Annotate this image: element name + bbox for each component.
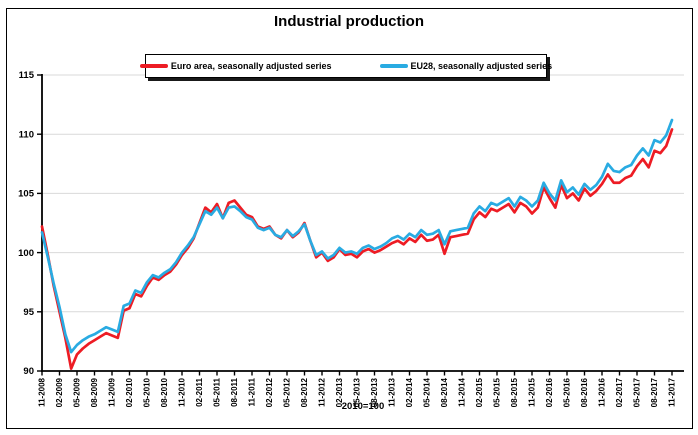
svg-text:02-2016: 02-2016 (545, 377, 554, 407)
svg-text:11-2016: 11-2016 (598, 377, 607, 406)
svg-text:08-2010: 08-2010 (160, 377, 169, 407)
svg-text:08-2013: 08-2013 (370, 377, 379, 407)
legend-item-euro-area: Euro area, seasonally adjusted series (139, 61, 332, 71)
svg-text:11-2010: 11-2010 (178, 377, 187, 406)
svg-text:95: 95 (23, 307, 34, 318)
legend-label-eu28: EU28, seasonally adjusted series (410, 61, 553, 71)
svg-text:08-2009: 08-2009 (90, 377, 99, 407)
chart-frame (6, 8, 693, 429)
svg-text:110: 110 (19, 129, 34, 140)
svg-text:11-2013: 11-2013 (388, 377, 397, 406)
svg-text:08-2016: 08-2016 (580, 377, 589, 407)
svg-text:08-2015: 08-2015 (510, 377, 519, 407)
legend-label-euro-area: Euro area, seasonally adjusted series (170, 61, 332, 71)
axis-footnote: 2010=100 (341, 401, 385, 412)
svg-text:11-2011: 11-2011 (248, 377, 257, 406)
svg-text:05-2011: 05-2011 (213, 377, 222, 406)
svg-text:02-2009: 02-2009 (55, 377, 64, 407)
svg-text:100: 100 (18, 248, 34, 259)
legend-item-eu28: EU28, seasonally adjusted series (379, 61, 553, 71)
svg-text:08-2012: 08-2012 (300, 377, 309, 407)
svg-text:05-2017: 05-2017 (633, 377, 642, 407)
svg-text:05-2012: 05-2012 (283, 377, 292, 407)
svg-text:11-2009: 11-2009 (108, 377, 117, 406)
svg-text:11-2015: 11-2015 (528, 377, 537, 406)
svg-text:02-2014: 02-2014 (405, 377, 414, 407)
svg-text:05-2015: 05-2015 (493, 377, 502, 407)
svg-text:08-2014: 08-2014 (440, 377, 449, 407)
svg-text:02-2015: 02-2015 (475, 377, 484, 407)
chart-title: Industrial production (274, 13, 424, 30)
svg-text:115: 115 (19, 70, 35, 81)
svg-text:05-2016: 05-2016 (563, 377, 572, 407)
svg-text:11-2012: 11-2012 (318, 377, 327, 406)
svg-text:05-2010: 05-2010 (143, 377, 152, 407)
svg-text:11-2008: 11-2008 (38, 377, 47, 406)
svg-text:05-2014: 05-2014 (423, 377, 432, 407)
svg-text:05-2009: 05-2009 (73, 377, 82, 407)
svg-text:11-2017: 11-2017 (668, 377, 677, 406)
svg-text:02-2010: 02-2010 (125, 377, 134, 407)
svg-text:02-2017: 02-2017 (615, 377, 624, 407)
svg-text:02-2013: 02-2013 (335, 377, 344, 407)
svg-text:105: 105 (18, 189, 35, 200)
svg-text:08-2017: 08-2017 (650, 377, 659, 407)
svg-text:11-2014: 11-2014 (458, 377, 467, 406)
eu28-line-swatch (379, 64, 408, 68)
svg-text:08-2011: 08-2011 (230, 377, 239, 406)
svg-text:90: 90 (23, 366, 34, 377)
euro-area-line-swatch (139, 64, 168, 68)
legend: Euro area, seasonally adjusted series EU… (139, 54, 552, 78)
svg-text:02-2011: 02-2011 (195, 377, 204, 406)
svg-text:02-2012: 02-2012 (265, 377, 274, 407)
svg-text:05-2013: 05-2013 (353, 377, 362, 407)
